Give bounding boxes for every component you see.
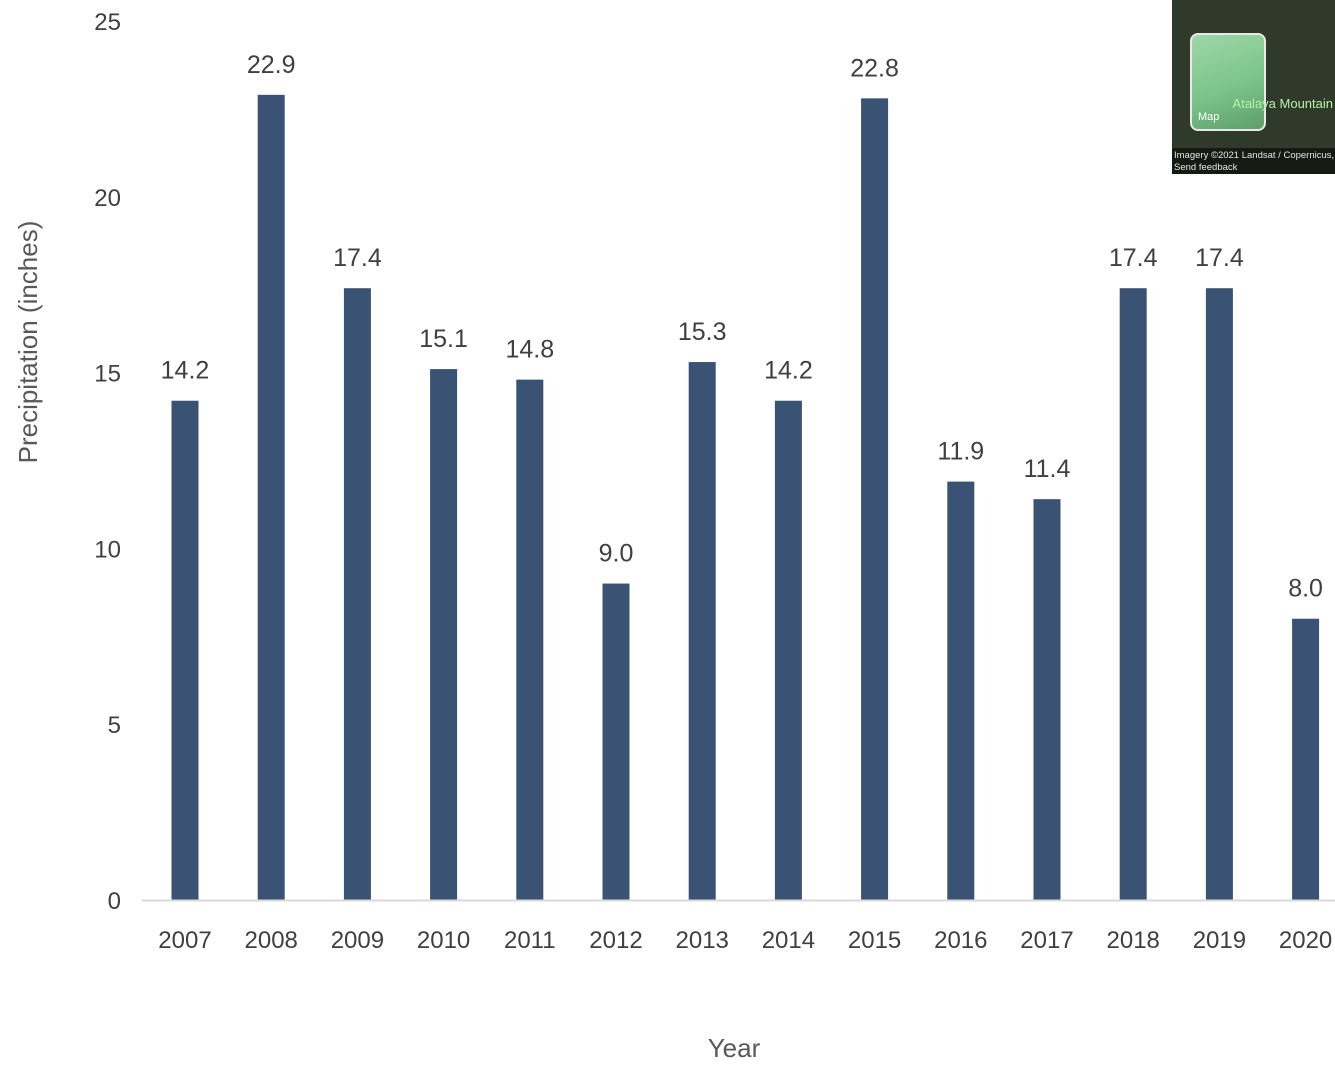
map-layer-label: Map <box>1198 111 1220 123</box>
bar-2011 <box>516 379 544 901</box>
x-tick-label: 2013 <box>676 927 729 954</box>
y-tick-label: 5 <box>108 712 121 739</box>
x-tick-label: 2009 <box>331 927 384 954</box>
data-label: 22.8 <box>850 54 899 82</box>
map-attribution-text: Imagery ©2021 Landsat / Copernicus, M <box>1174 150 1335 161</box>
map-attribution: Imagery ©2021 Landsat / Copernicus, M Se… <box>1174 150 1335 174</box>
data-label: 15.3 <box>678 318 727 346</box>
y-tick-label: 10 <box>94 536 121 563</box>
bar-2017 <box>1033 499 1061 900</box>
x-tick-label: 2007 <box>158 927 211 954</box>
x-tick-label: 2008 <box>245 927 298 954</box>
bar-2018 <box>1119 288 1147 900</box>
map-feedback-link[interactable]: Send feedback <box>1174 162 1238 173</box>
x-tick-label: 2020 <box>1279 927 1332 954</box>
map-layer-toggle[interactable]: Map <box>1190 33 1266 131</box>
bar-2009 <box>343 288 371 900</box>
y-axis-ticks: 0 5 10 15 20 25 <box>94 9 121 915</box>
bar-2007 <box>171 400 199 900</box>
data-label: 11.9 <box>937 438 984 466</box>
bar-2016 <box>947 481 975 900</box>
x-tick-label: 2015 <box>848 927 901 954</box>
y-tick-label: 20 <box>94 185 121 212</box>
bar-2015 <box>861 98 889 901</box>
x-tick-label: 2012 <box>589 927 642 954</box>
bar-2020 <box>1292 618 1320 900</box>
x-tick-label: 2014 <box>762 927 815 954</box>
y-tick-label: 15 <box>94 361 121 388</box>
data-label: 14.2 <box>161 357 210 385</box>
x-tick-label: 2011 <box>504 927 556 954</box>
map-thumbnail[interactable]: Map Atalaya Mountain Imagery ©2021 Lands… <box>1172 0 1335 174</box>
data-label: 22.9 <box>247 51 296 79</box>
data-label: 15.1 <box>419 325 468 353</box>
bar-2008 <box>257 94 285 900</box>
map-place-label: Atalaya Mountain <box>1232 96 1333 111</box>
bars <box>171 94 1320 901</box>
data-label: 8.0 <box>1288 575 1323 603</box>
data-label: 14.2 <box>764 357 813 385</box>
bar-2012 <box>602 583 630 900</box>
x-tick-label: 2016 <box>934 927 987 954</box>
x-axis-ticks: 2007 2008 2009 2010 2011 2012 2013 2014 2015 2016… <box>158 927 1332 954</box>
data-label: 17.4 <box>1109 244 1158 272</box>
map-attribution-bar <box>1172 148 1335 174</box>
data-label: 14.8 <box>505 336 554 364</box>
bar-2010 <box>430 369 458 901</box>
x-tick-label: 2018 <box>1107 927 1160 954</box>
bar-2013 <box>688 362 716 900</box>
x-tick-label: 2019 <box>1193 927 1246 954</box>
data-label: 11.4 <box>1024 455 1071 483</box>
bar-2019 <box>1205 288 1233 900</box>
x-axis-title: Year <box>708 1033 761 1063</box>
data-labels: 14.2 22.9 17.4 15.1 14.8 9.0 15.3 14.2 22.8 11.9 1… <box>161 51 1323 603</box>
bar-2014 <box>774 400 802 900</box>
x-tick-label: 2010 <box>417 927 470 954</box>
y-tick-label: 25 <box>94 9 121 36</box>
y-axis-title: Precipitation (inches) <box>13 221 43 464</box>
data-label: 17.4 <box>1195 244 1244 272</box>
y-tick-label: 0 <box>108 888 121 915</box>
data-label: 17.4 <box>333 244 382 272</box>
data-label: 9.0 <box>599 540 634 568</box>
x-tick-label: 2017 <box>1020 927 1073 954</box>
